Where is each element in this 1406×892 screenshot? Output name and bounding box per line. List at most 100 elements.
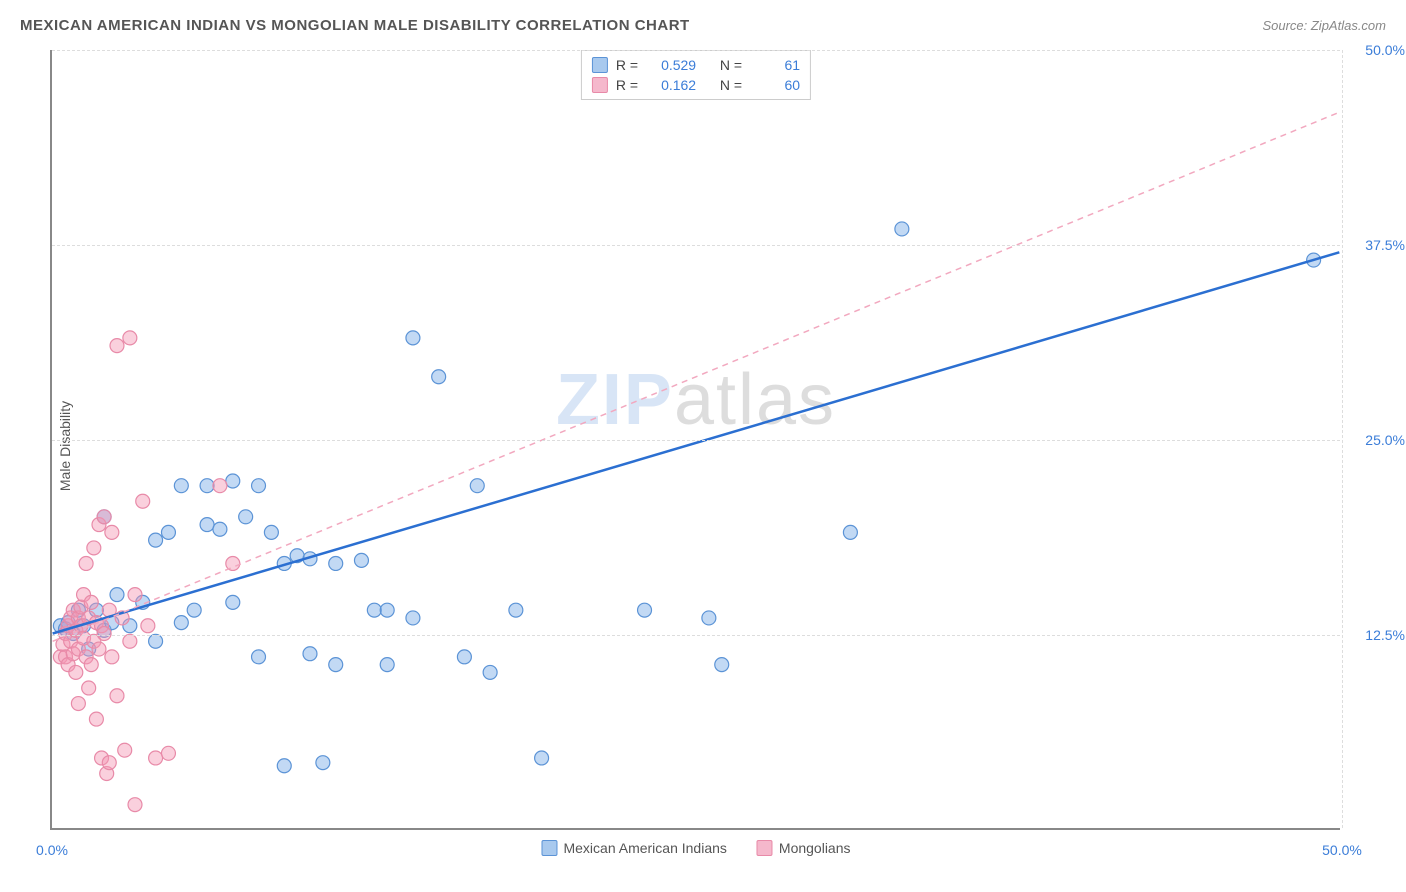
ytick-label: 50.0% <box>1350 42 1405 58</box>
scatter-point <box>303 647 317 661</box>
scatter-point <box>354 553 368 567</box>
scatter-point <box>226 595 240 609</box>
scatter-point <box>252 650 266 664</box>
legend-row-series-1: R = 0.529 N = 61 <box>592 55 800 75</box>
scatter-point <box>105 650 119 664</box>
bottom-swatch-1 <box>541 840 557 856</box>
scatter-point <box>161 525 175 539</box>
scatter-point <box>128 588 142 602</box>
scatter-point <box>84 595 98 609</box>
scatter-point <box>89 712 103 726</box>
legend-r-value-2: 0.162 <box>646 77 696 93</box>
scatter-point <box>380 658 394 672</box>
scatter-point <box>149 751 163 765</box>
scatter-point <box>84 658 98 672</box>
scatter-point <box>213 522 227 536</box>
chart-source: Source: ZipAtlas.com <box>1262 18 1386 33</box>
scatter-point <box>97 510 111 524</box>
scatter-point <box>380 603 394 617</box>
xtick-label: 0.0% <box>36 842 68 858</box>
gridline-v <box>1342 50 1343 828</box>
scatter-point <box>128 798 142 812</box>
scatter-point <box>161 746 175 760</box>
bottom-legend-item-1: Mexican American Indians <box>541 840 726 856</box>
scatter-point <box>102 756 116 770</box>
scatter-point <box>187 603 201 617</box>
chart-header: MEXICAN AMERICAN INDIAN VS MONGOLIAN MAL… <box>0 0 1406 40</box>
scatter-point <box>329 658 343 672</box>
scatter-point <box>329 556 343 570</box>
scatter-point <box>406 611 420 625</box>
scatter-point <box>483 665 497 679</box>
gridline-h <box>52 440 1340 441</box>
source-name: ZipAtlas.com <box>1311 18 1386 33</box>
scatter-point <box>638 603 652 617</box>
scatter-point <box>895 222 909 236</box>
chart-container: MEXICAN AMERICAN INDIAN VS MONGOLIAN MAL… <box>0 0 1406 892</box>
scatter-point <box>406 331 420 345</box>
scatter-point <box>110 339 124 353</box>
ytick-label: 25.0% <box>1350 432 1405 448</box>
scatter-point <box>367 603 381 617</box>
scatter-point <box>457 650 471 664</box>
legend-swatch-2 <box>592 77 608 93</box>
scatter-point <box>432 370 446 384</box>
ytick-label: 12.5% <box>1350 627 1405 643</box>
scatter-point <box>316 756 330 770</box>
scatter-point <box>264 525 278 539</box>
legend-n-value-2: 60 <box>750 77 800 93</box>
scatter-point <box>843 525 857 539</box>
scatter-point <box>97 627 111 641</box>
legend-r-value-1: 0.529 <box>646 57 696 73</box>
scatter-point <box>110 689 124 703</box>
scatter-point <box>71 697 85 711</box>
legend-n-prefix-2: N = <box>720 77 742 93</box>
legend-n-prefix-1: N = <box>720 57 742 73</box>
scatter-point <box>200 518 214 532</box>
bottom-legend-label-2: Mongolians <box>779 840 851 856</box>
gridline-h <box>52 635 1340 636</box>
gridline-h <box>52 245 1340 246</box>
scatter-point <box>213 479 227 493</box>
scatter-point <box>226 474 240 488</box>
scatter-point <box>118 743 132 757</box>
scatter-point <box>69 665 83 679</box>
scatter-point <box>82 681 96 695</box>
scatter-point <box>252 479 266 493</box>
trend-line <box>53 112 1340 641</box>
scatter-point <box>79 556 93 570</box>
scatter-point <box>509 603 523 617</box>
scatter-point <box>174 479 188 493</box>
scatter-point <box>277 759 291 773</box>
legend-r-prefix-1: R = <box>616 57 638 73</box>
scatter-point <box>110 588 124 602</box>
scatter-point <box>123 331 137 345</box>
scatter-point <box>149 634 163 648</box>
ytick-label: 37.5% <box>1350 237 1405 253</box>
scatter-point <box>470 479 484 493</box>
scatter-point <box>87 541 101 555</box>
regression-legend: R = 0.529 N = 61 R = 0.162 N = 60 <box>581 50 811 100</box>
legend-n-value-1: 61 <box>750 57 800 73</box>
bottom-legend: Mexican American Indians Mongolians <box>541 840 850 856</box>
scatter-point <box>149 533 163 547</box>
scatter-point <box>226 556 240 570</box>
bottom-legend-label-1: Mexican American Indians <box>563 840 726 856</box>
chart-svg <box>52 50 1340 828</box>
bottom-legend-item-2: Mongolians <box>757 840 851 856</box>
source-prefix: Source: <box>1262 18 1310 33</box>
legend-r-prefix-2: R = <box>616 77 638 93</box>
scatter-point <box>239 510 253 524</box>
scatter-point <box>702 611 716 625</box>
scatter-point <box>123 634 137 648</box>
scatter-point <box>92 642 106 656</box>
scatter-point <box>136 494 150 508</box>
gridline-h <box>52 50 1340 51</box>
bottom-swatch-2 <box>757 840 773 856</box>
legend-swatch-1 <box>592 57 608 73</box>
scatter-point <box>535 751 549 765</box>
trend-line <box>53 252 1340 633</box>
scatter-point <box>174 616 188 630</box>
chart-title: MEXICAN AMERICAN INDIAN VS MONGOLIAN MAL… <box>20 17 690 34</box>
xtick-label: 50.0% <box>1322 842 1362 858</box>
